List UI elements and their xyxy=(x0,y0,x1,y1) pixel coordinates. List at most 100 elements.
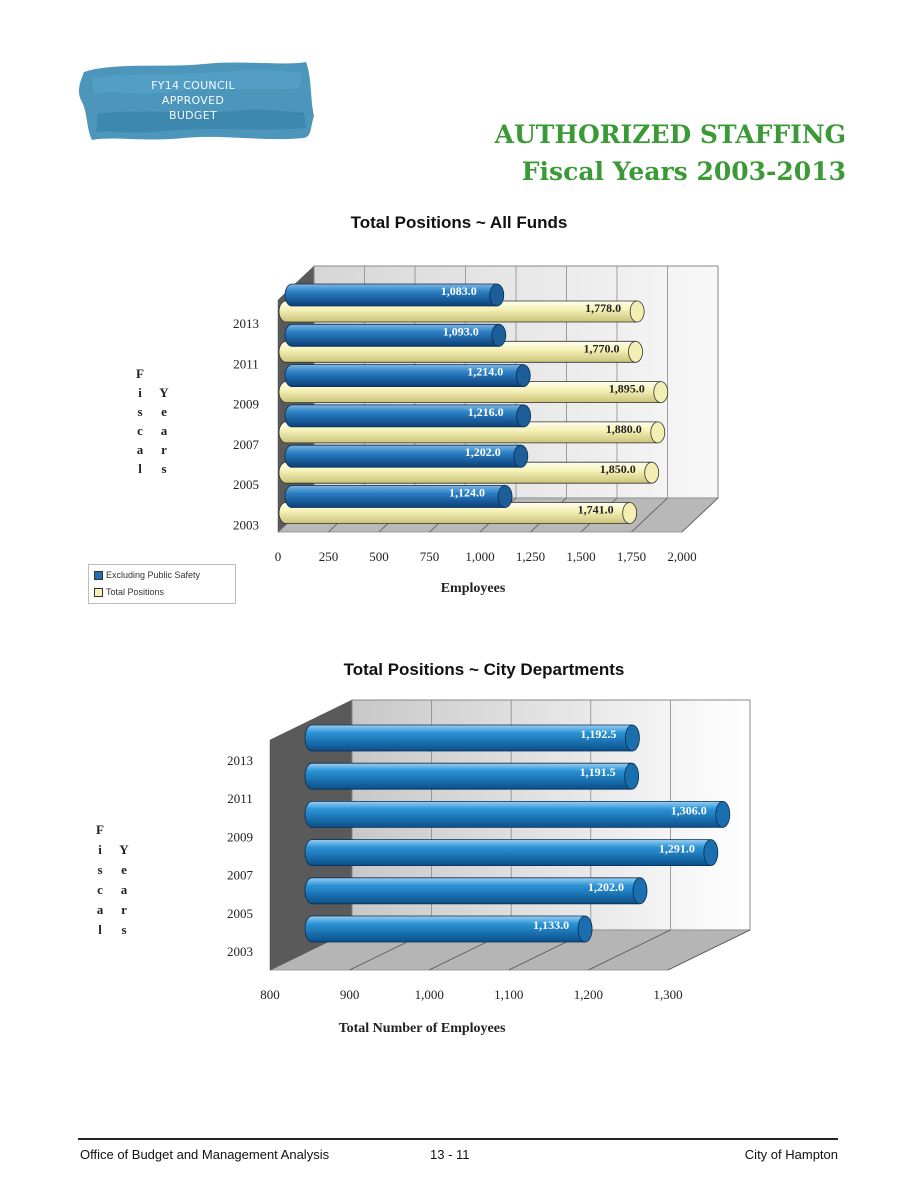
chart1-bar-total-cap xyxy=(653,381,669,404)
chart1-bar-total-cap xyxy=(644,461,660,484)
chart2-bar xyxy=(304,724,633,752)
chart1-x-tick-label: 750 xyxy=(420,549,440,564)
chart2-x-tick-label: 1,200 xyxy=(574,987,603,1002)
legend-swatch-yellow xyxy=(94,587,103,597)
chart2-bar xyxy=(304,801,724,828)
chart1-y-title-word-2-letter: s xyxy=(161,461,166,476)
chart1-x-tick-label: 500 xyxy=(369,549,389,564)
chart1-bar-excl-cap xyxy=(491,323,507,347)
chart2-y-title-word-2: Years xyxy=(119,842,129,937)
chart1-y-tick-label: 2005 xyxy=(233,477,259,492)
chart1-label-total: 1,895.0 xyxy=(609,382,645,396)
chart2-x-tick-label: 800 xyxy=(260,987,280,1002)
chart2-y-title-word-1-letter: a xyxy=(97,902,104,917)
chart2-x-tick-label: 900 xyxy=(340,987,360,1002)
chart1-y-tick-label: 2009 xyxy=(233,397,259,412)
chart1-floor-gridline xyxy=(681,497,719,533)
footer-divider xyxy=(78,1138,838,1140)
chart1-bar-total-cap xyxy=(622,502,638,524)
chart2-bar xyxy=(304,877,641,905)
chart1-bar-total-cap xyxy=(650,421,666,444)
chart1-y-title-word-2: Years xyxy=(159,385,169,476)
chart1-y-title-word-1: Fiscal xyxy=(136,366,144,476)
chart1-x-tick-label: 1,000 xyxy=(465,549,494,564)
chart2-bar-cap xyxy=(577,915,593,943)
page-title-line-1: AUTHORIZED STAFFING xyxy=(494,120,846,149)
chart1-bar-excl xyxy=(284,485,506,508)
chart2-y-tick-label: 2013 xyxy=(227,753,253,768)
chart1-bar-excl-cap xyxy=(513,444,529,468)
chart1-label-total: 1,770.0 xyxy=(584,341,620,355)
chart1-bar-excl xyxy=(284,364,524,387)
chart1-y-tick-label: 2013 xyxy=(233,316,259,331)
chart1-all-funds: 0 250 500 750 1,000 1,250 1,500 1,750 2,000 Emplo… xyxy=(136,265,720,596)
chart1-bar-excl-cap xyxy=(489,283,505,307)
chart2-x-tick-label: 1,000 xyxy=(415,987,444,1002)
chart2-bar-label: 1,192.5 xyxy=(580,727,616,741)
legend-swatch-blue xyxy=(94,570,103,580)
chart2-city-departments: 800 900 1,000 1,100 1,200 1,300 Total Number o… xyxy=(96,699,751,1036)
chart2-bar-cap xyxy=(715,801,731,828)
chart2-y-title-word-2-letter: s xyxy=(121,922,126,937)
chart1-label-excl: 1,093.0 xyxy=(443,324,479,338)
chart1-y-tick-label: 2007 xyxy=(233,437,260,452)
chart2-y-tick-label: 2009 xyxy=(227,829,253,844)
legend-label: Total Positions xyxy=(106,587,165,597)
chart2-bar-cap xyxy=(624,762,640,790)
chart1-x-tick-label: 0 xyxy=(275,549,282,564)
chart2-bar xyxy=(304,915,586,943)
chart2-y-title-word-2-letter: e xyxy=(121,862,127,877)
chart2-y-title-word-1: Fiscal xyxy=(96,822,104,937)
chart1-bar-excl xyxy=(284,404,525,428)
stamp-line-3: BUDGET xyxy=(168,109,218,122)
chart1-y-title-word-1-letter: s xyxy=(137,404,142,419)
chart1-legend: Excluding Public Safety Total Positions xyxy=(88,564,236,604)
chart2-floor-gridline xyxy=(667,929,751,971)
page-title-line-2: Fiscal Years 2003-2013 xyxy=(521,157,846,186)
chart2-y-tick-label: 2003 xyxy=(227,944,253,959)
chart1-title: Total Positions ~ All Funds xyxy=(350,213,568,232)
chart1-bar-total-cap xyxy=(628,340,643,363)
chart1-x-axis-title: Employees xyxy=(441,581,506,596)
chart2-bar-label: 1,291.0 xyxy=(659,842,695,856)
chart1-label-total: 1,741.0 xyxy=(578,503,614,517)
stamp-label: FY14 COUNCIL APPROVED BUDGET xyxy=(108,78,278,123)
chart1-y-title-word-1-letter: c xyxy=(137,423,143,438)
page-title: AUTHORIZED STAFFING Fiscal Years 2003-20… xyxy=(495,116,846,190)
legend-item-total-positions: Total Positions xyxy=(94,586,164,598)
chart1-bar-excl xyxy=(284,323,500,347)
chart1-bar-excl-cap xyxy=(516,404,532,428)
chart2-y-title-word-1-letter: i xyxy=(98,842,102,857)
chart2-x-axis-title: Total Number of Employees xyxy=(339,1021,506,1036)
chart1-y-tick-label: 2011 xyxy=(233,356,259,371)
chart2-y-title-word-1-letter: c xyxy=(97,882,103,897)
chart2-bar-label: 1,202.0 xyxy=(588,880,624,894)
legend-label: Excluding Public Safety xyxy=(106,570,201,580)
legend-item-excluding-public-safety: Excluding Public Safety xyxy=(94,569,200,581)
chart1-label-total: 1,778.0 xyxy=(585,301,621,315)
chart2-y-tick-label: 2007 xyxy=(227,868,254,883)
stamp-line-1: FY14 COUNCIL xyxy=(151,79,235,92)
chart1-bar-excl xyxy=(284,444,522,468)
chart1-y-title-word-1-letter: i xyxy=(138,385,142,400)
chart1-label-excl: 1,216.0 xyxy=(468,405,504,419)
chart2-bar-label: 1,191.5 xyxy=(580,765,616,779)
chart2-x-tick-label: 1,300 xyxy=(653,987,682,1002)
chart2-bar-label: 1,133.0 xyxy=(533,918,569,932)
chart1-label-excl: 1,124.0 xyxy=(449,486,485,500)
chart1-floor-gridline xyxy=(631,497,668,533)
chart1-bar-excl xyxy=(284,283,498,307)
chart1-y-title-word-2-letter: a xyxy=(161,423,168,438)
chart2-bar-cap xyxy=(625,724,640,752)
footer-right: City of Hampton xyxy=(744,1147,838,1162)
chart1-x-tick-label: 1,250 xyxy=(516,549,545,564)
chart2-bar-cap xyxy=(703,839,719,866)
stamp-line-2: APPROVED xyxy=(161,94,225,107)
chart2-bar-cap xyxy=(632,877,648,905)
chart2-y-title-word-1-letter: F xyxy=(96,822,104,837)
chart2-x-tick-label: 1,100 xyxy=(494,987,523,1002)
chart1-x-tick-label: 250 xyxy=(319,549,339,564)
chart1-y-title-word-1-letter: a xyxy=(137,442,144,457)
chart1-x-tick-label: 2,000 xyxy=(667,549,696,564)
footer-page-number: 13 - 11 xyxy=(430,1147,470,1162)
